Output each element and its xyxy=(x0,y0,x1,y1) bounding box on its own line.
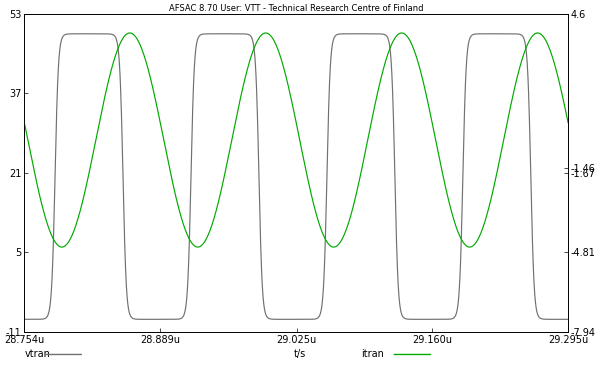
Text: vtran: vtran xyxy=(24,349,50,359)
Text: t/s: t/s xyxy=(294,349,306,359)
Title: AFSAC 8.70 User: VTT - Technical Research Centre of Finland: AFSAC 8.70 User: VTT - Technical Researc… xyxy=(169,4,424,13)
Text: itran: itran xyxy=(361,349,385,359)
